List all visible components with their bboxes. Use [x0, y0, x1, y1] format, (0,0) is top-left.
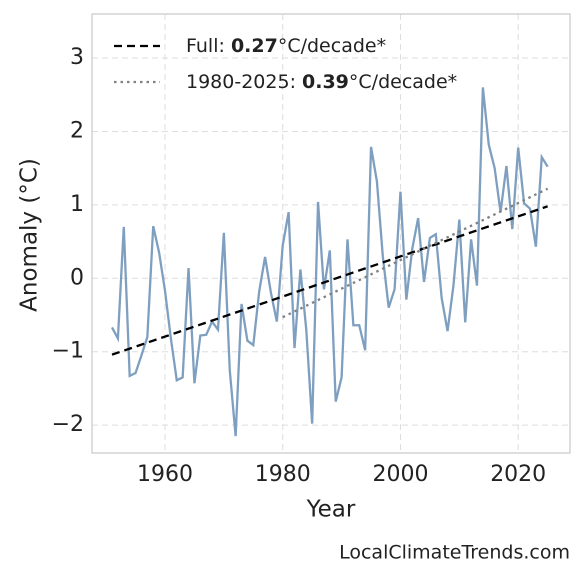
y-tick-label: 0: [70, 265, 84, 290]
x-axis-label: Year: [306, 497, 356, 523]
y-tick-label: 1: [70, 192, 84, 217]
x-tick-label: 2020: [490, 462, 546, 487]
x-tick-label: 1980: [255, 462, 311, 487]
x-tick-label: 1960: [137, 462, 193, 487]
legend-label: Full: 0.27°C/decade*: [186, 35, 386, 57]
trend-line: [111, 205, 549, 356]
legend-label-part: °C/decade*: [278, 35, 386, 57]
legend-label-part: 1980-2025:: [186, 71, 302, 93]
legend-label-part: 0.27: [231, 35, 278, 57]
y-axis-label: Anomaly (°C): [17, 158, 43, 312]
legend-label: 1980-2025: 0.39°C/decade*: [186, 71, 457, 93]
source-text: LocalClimateTrends.com: [339, 542, 570, 564]
x-tick-label: 2000: [372, 462, 428, 487]
y-tick-label: −2: [52, 412, 84, 437]
y-tick-label: 3: [70, 45, 84, 70]
plot-frame: [91, 13, 571, 454]
data-line: [111, 87, 549, 437]
legend-label-part: Full:: [186, 35, 231, 57]
y-tick-label: −1: [52, 339, 84, 364]
legend-label-part: °C/decade*: [349, 71, 457, 93]
y-tick-label: 2: [70, 118, 84, 143]
legend-label-part: 0.39: [302, 71, 349, 93]
